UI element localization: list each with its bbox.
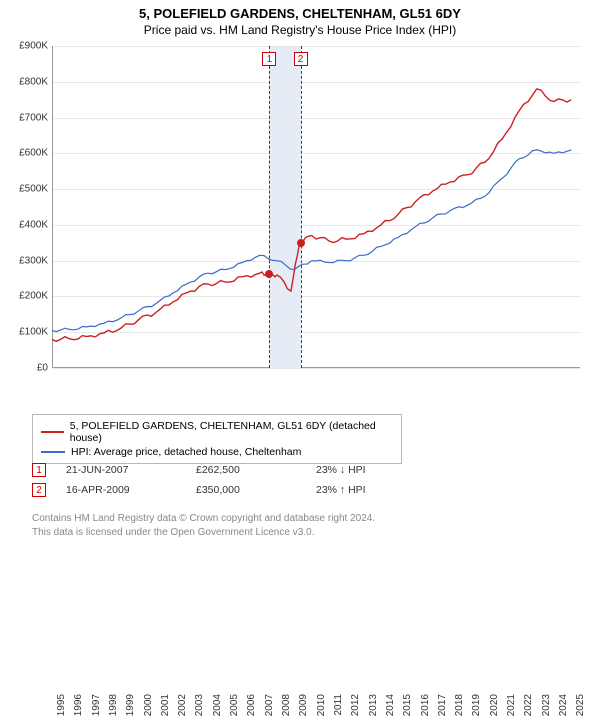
chart-legend: 5, POLEFIELD GARDENS, CHELTENHAM, GL51 6… (32, 414, 402, 464)
marker-delta: 23% ↓ HPI (316, 464, 416, 476)
marker-table: 1 21-JUN-2007 £262,500 23% ↓ HPI 2 16-APR-200… (32, 460, 568, 500)
x-axis-label: 1997 (91, 694, 102, 716)
footnote-line: This data is licensed under the Open Gov… (32, 526, 375, 540)
x-axis-label: 2001 (160, 694, 171, 716)
marker-delta: 23% ↑ HPI (316, 484, 416, 496)
legend-swatch (41, 431, 64, 433)
x-axis-label: 2000 (143, 694, 154, 716)
x-axis-label: 2010 (316, 694, 327, 716)
x-axis-label: 2002 (177, 694, 188, 716)
x-axis-label: 2008 (281, 694, 292, 716)
x-axis-label: 2016 (420, 694, 431, 716)
y-axis-label: £0 (37, 363, 48, 374)
chart-plot-area: £0£100K£200K£300K£400K£500K£600K£700K£80… (52, 46, 580, 368)
marker-table-row: 1 21-JUN-2007 £262,500 23% ↓ HPI (32, 460, 568, 480)
x-axis-label: 2005 (229, 694, 240, 716)
x-axis-label: 2007 (264, 694, 275, 716)
footnote: Contains HM Land Registry data © Crown c… (32, 512, 375, 539)
x-axis-label: 2012 (350, 694, 361, 716)
footnote-line: Contains HM Land Registry data © Crown c… (32, 512, 375, 526)
y-axis-label: £100K (19, 327, 48, 338)
x-axis-label: 2020 (489, 694, 500, 716)
x-axis-label: 2014 (385, 694, 396, 716)
y-axis-label: £400K (19, 219, 48, 230)
y-axis-label: £200K (19, 291, 48, 302)
x-axis-label: 2024 (558, 694, 569, 716)
x-axis-label: 2006 (246, 694, 257, 716)
marker-table-row: 2 16-APR-2009 £350,000 23% ↑ HPI (32, 480, 568, 500)
chart-title: 5, POLEFIELD GARDENS, CHELTENHAM, GL51 6… (0, 0, 600, 21)
y-axis-label: £500K (19, 184, 48, 195)
y-axis-label: £900K (19, 41, 48, 52)
x-axis-label: 2019 (471, 694, 482, 716)
x-axis-label: 2017 (437, 694, 448, 716)
x-axis-label: 1996 (73, 694, 84, 716)
x-axis-label: 2021 (506, 694, 517, 716)
chart-subtitle: Price paid vs. HM Land Registry's House … (0, 21, 600, 41)
x-axis-label: 2015 (402, 694, 413, 716)
y-axis-label: £300K (19, 255, 48, 266)
marker-price: £262,500 (196, 464, 296, 476)
x-axis-label: 2004 (212, 694, 223, 716)
x-axis-label: 2003 (194, 694, 205, 716)
legend-label: 5, POLEFIELD GARDENS, CHELTENHAM, GL51 6… (70, 420, 393, 444)
x-axis-label: 1998 (108, 694, 119, 716)
x-axis-label: 2011 (333, 694, 344, 716)
x-axis-label: 2018 (454, 694, 465, 716)
legend-label: HPI: Average price, detached house, Chel… (71, 446, 301, 458)
y-axis-label: £600K (19, 148, 48, 159)
legend-item: HPI: Average price, detached house, Chel… (41, 445, 393, 459)
series-line (52, 89, 571, 341)
x-axis-label: 2013 (368, 694, 379, 716)
x-axis: 1995199619971998199920002001200220032004… (52, 368, 580, 408)
x-axis-label: 1995 (56, 694, 67, 716)
marker-index-box: 1 (32, 463, 46, 477)
marker-date: 21-JUN-2007 (66, 464, 176, 476)
series-line (52, 150, 571, 332)
x-axis-label: 1999 (125, 694, 136, 716)
y-axis-label: £800K (19, 76, 48, 87)
marker-index-box: 2 (32, 483, 46, 497)
x-axis-label: 2025 (575, 694, 586, 716)
x-axis-label: 2023 (541, 694, 552, 716)
marker-date: 16-APR-2009 (66, 484, 176, 496)
x-axis-label: 2022 (523, 694, 534, 716)
x-axis-label: 2009 (298, 694, 309, 716)
legend-item: 5, POLEFIELD GARDENS, CHELTENHAM, GL51 6… (41, 419, 393, 445)
marker-price: £350,000 (196, 484, 296, 496)
legend-swatch (41, 451, 65, 453)
y-axis-label: £700K (19, 112, 48, 123)
